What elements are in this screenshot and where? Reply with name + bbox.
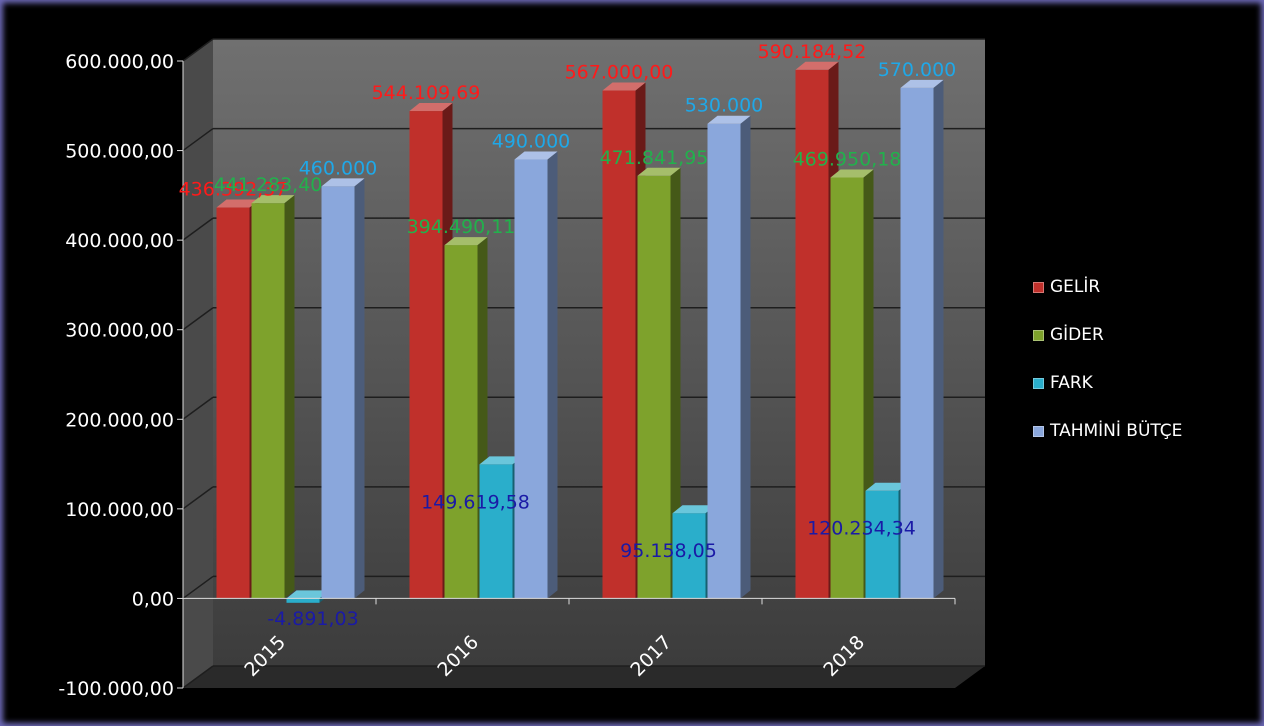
y-tick-label: 200.000,00 bbox=[65, 409, 174, 431]
y-tick-label: -100.000,00 bbox=[58, 678, 174, 700]
data-label: 95.158,05 bbox=[620, 540, 717, 562]
bar-tahmi̇ni̇ bütçe-2015 bbox=[321, 178, 365, 599]
data-label: 471.841,95 bbox=[600, 147, 709, 169]
bar-front bbox=[251, 203, 285, 599]
legend-label-gelir: GELİR bbox=[1050, 277, 1101, 297]
bar-tahmi̇ni̇ bütçe-2018 bbox=[900, 79, 944, 599]
bar-front bbox=[865, 490, 899, 599]
bar-top bbox=[602, 82, 646, 91]
legend-label-gider: GİDER bbox=[1050, 325, 1104, 345]
y-tick-label: 500.000,00 bbox=[65, 141, 174, 163]
legend-item-gelir: GELİR bbox=[1033, 275, 1258, 299]
gridline-side bbox=[182, 486, 214, 510]
bar-front bbox=[672, 513, 706, 599]
legend-label-tahmini-butce: TAHMİNİ BÜTÇE bbox=[1050, 421, 1183, 441]
legend-item-fark: FARK bbox=[1033, 371, 1258, 395]
gridline-side bbox=[182, 307, 214, 331]
bar-front bbox=[286, 598, 320, 603]
bar-top bbox=[444, 237, 488, 246]
bar-gi̇der-2015 bbox=[251, 195, 295, 599]
data-label: 490.000 bbox=[492, 131, 571, 153]
y-tick-label: 300.000,00 bbox=[65, 320, 174, 342]
data-label: 567.000,00 bbox=[565, 62, 674, 84]
gridline-side bbox=[182, 396, 214, 420]
bar-top bbox=[286, 590, 330, 599]
bar-top bbox=[514, 151, 558, 160]
bar-top bbox=[707, 115, 751, 124]
y-tick-label: 600.000,00 bbox=[65, 51, 174, 73]
gridline-side bbox=[182, 217, 214, 241]
data-label: 544.109,69 bbox=[372, 82, 481, 104]
bar-top bbox=[321, 178, 365, 187]
bar-side bbox=[670, 167, 681, 599]
legend-swatch-gider bbox=[1033, 329, 1044, 341]
data-label: 394.490,11 bbox=[407, 216, 516, 238]
bar-front bbox=[900, 87, 934, 599]
data-label: 530.000 bbox=[685, 95, 764, 117]
bar-front bbox=[216, 207, 250, 599]
bar-front bbox=[321, 186, 355, 599]
data-label: -4.891,03 bbox=[267, 608, 358, 630]
bar-top bbox=[479, 456, 523, 465]
legend-swatch-fark bbox=[1033, 377, 1044, 389]
bar-tahmi̇ni̇ bütçe-2017 bbox=[707, 115, 751, 599]
data-label: 441.283,40 bbox=[214, 174, 323, 196]
legend-swatch-gelir bbox=[1033, 281, 1044, 293]
bar-side bbox=[933, 79, 944, 599]
data-label: 460.000 bbox=[299, 157, 378, 179]
bar-top bbox=[409, 103, 453, 112]
bar-top bbox=[900, 79, 944, 88]
legend: GELİR GİDER FARK TAHMİNİ BÜTÇE bbox=[1033, 275, 1258, 467]
gridline-side bbox=[182, 575, 214, 600]
legend-item-tahmini-butce: TAHMİNİ BÜTÇE bbox=[1033, 419, 1258, 443]
data-label: 469.950,18 bbox=[793, 148, 902, 170]
data-label: 120.234,34 bbox=[807, 518, 916, 540]
legend-label-fark: FARK bbox=[1050, 373, 1093, 393]
bar-top bbox=[251, 195, 295, 204]
bar-front bbox=[444, 245, 478, 599]
y-tick-label: 100.000,00 bbox=[65, 499, 174, 521]
bar-top bbox=[672, 505, 716, 514]
legend-swatch-tahmini-butce bbox=[1033, 425, 1044, 437]
back-wall bbox=[213, 39, 985, 666]
bar-front bbox=[602, 90, 636, 599]
bar-front bbox=[479, 464, 513, 599]
bar-front bbox=[795, 69, 829, 599]
bar-top bbox=[830, 169, 874, 178]
bar-front bbox=[707, 123, 741, 599]
floor bbox=[183, 666, 985, 688]
side-wall bbox=[183, 39, 213, 688]
data-label: 590.184,52 bbox=[758, 41, 867, 63]
y-tick-label: 400.000,00 bbox=[65, 230, 174, 252]
bar-tahmi̇ni̇ bütçe-2016 bbox=[514, 151, 558, 599]
bar-top bbox=[637, 167, 681, 176]
data-label: 149.619,58 bbox=[421, 491, 530, 513]
bar-side bbox=[547, 151, 558, 599]
gridline-side bbox=[182, 127, 214, 152]
data-label: 436.392,37 bbox=[179, 179, 288, 201]
bar-side bbox=[354, 178, 365, 599]
legend-item-gider: GİDER bbox=[1033, 323, 1258, 347]
bar-side bbox=[740, 115, 751, 599]
bar-front bbox=[409, 111, 443, 599]
bar-side bbox=[284, 195, 295, 599]
bar-front bbox=[830, 177, 864, 599]
gridline-side bbox=[182, 665, 214, 689]
bar-top bbox=[795, 61, 839, 70]
bar-gi̇der-2017 bbox=[637, 167, 681, 599]
bar-front bbox=[514, 159, 548, 599]
bar-top bbox=[216, 199, 260, 208]
y-tick-label: 0,00 bbox=[132, 588, 174, 610]
gridline-side bbox=[182, 38, 214, 62]
data-label: 570.000 bbox=[878, 59, 957, 81]
bar-front bbox=[637, 175, 671, 599]
bar-top bbox=[865, 482, 909, 491]
